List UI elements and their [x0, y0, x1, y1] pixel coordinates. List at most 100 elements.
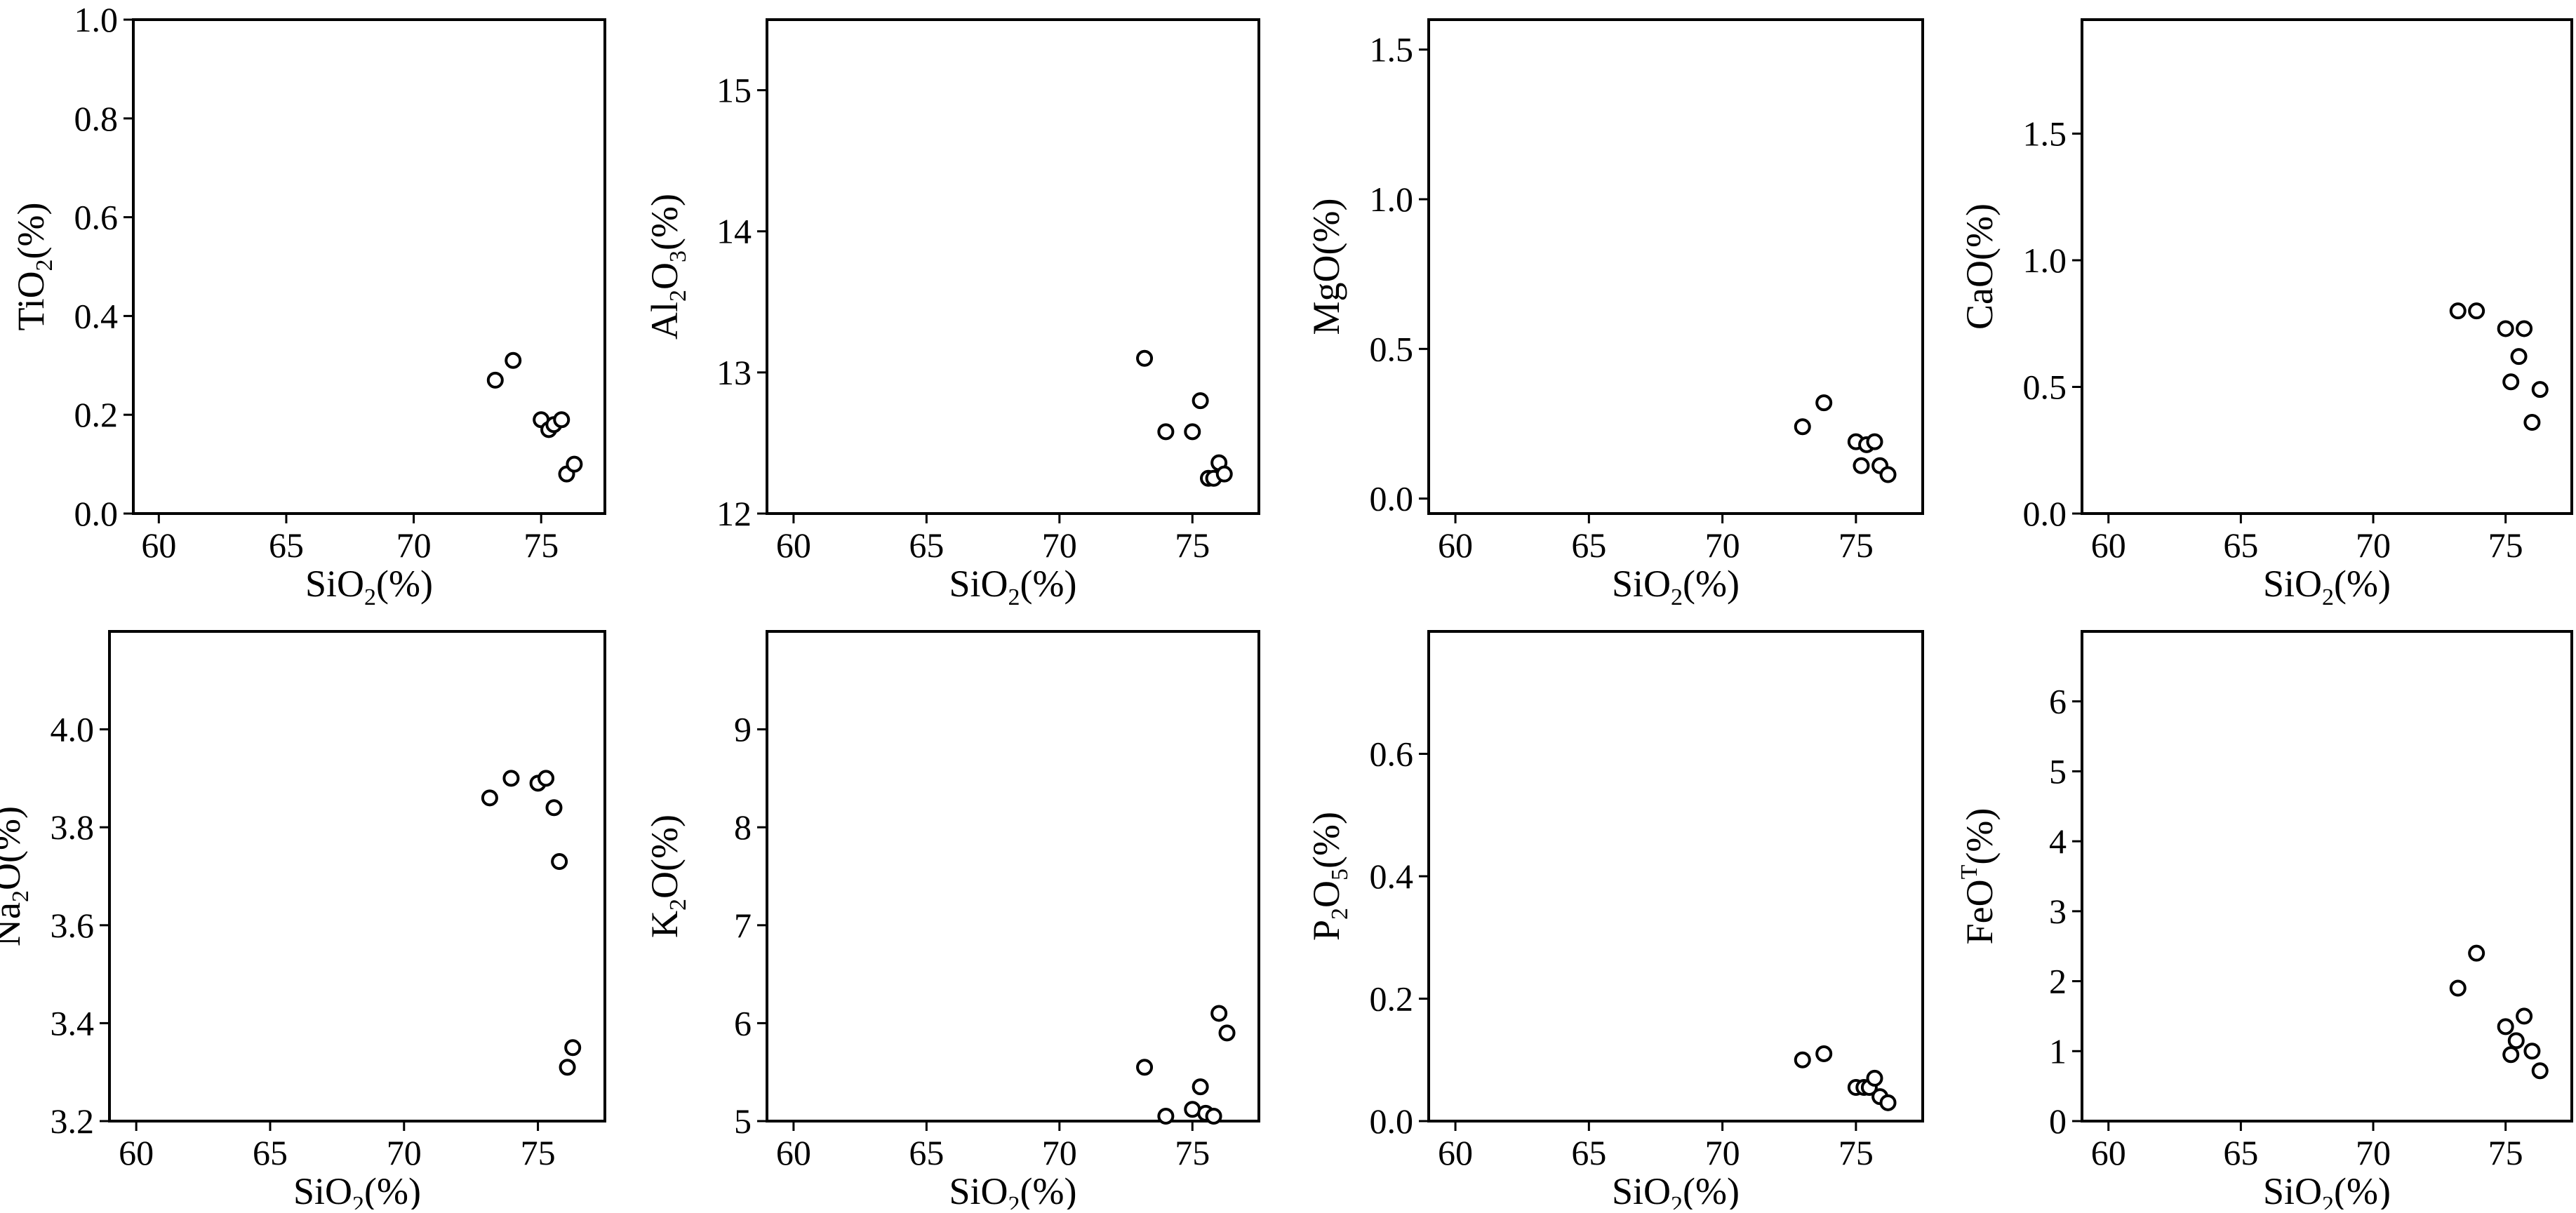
data-point	[2468, 302, 2485, 320]
data-point	[1879, 1094, 1897, 1111]
y-tick-label: 5	[734, 1101, 752, 1141]
plot-frame	[2081, 630, 2573, 1122]
y-tick-label: 1.0	[2023, 241, 2067, 280]
plot-frame	[132, 18, 606, 515]
plot-frame	[2081, 18, 2573, 515]
y-tick-label: 3	[2049, 892, 2067, 931]
y-axis-title-base: MgO	[1305, 255, 1347, 335]
x-axis-title-sub: 2	[1008, 584, 1020, 610]
x-tick-label: 60	[776, 525, 811, 565]
x-tick-label: 70	[387, 1133, 422, 1172]
y-axis-title-base: P	[1305, 920, 1347, 941]
data-point	[2502, 373, 2520, 391]
y-tick-label: 0.5	[2023, 367, 2067, 406]
y-tick-label: 5	[2049, 751, 2067, 791]
y-axis-title-sup: T	[1956, 864, 1982, 879]
y-tick-label: 9	[734, 710, 752, 749]
data-point	[1794, 418, 1811, 436]
data-point	[481, 789, 498, 807]
y-axis-title: K2O(%)	[643, 815, 691, 938]
y-axis-title-base: Na	[0, 902, 28, 946]
y-axis-title-sub: 2	[8, 890, 34, 902]
data-point	[2449, 979, 2467, 997]
data-point	[2531, 381, 2549, 398]
x-tick-label: 65	[2223, 1133, 2258, 1172]
y-axis-title-base2: O	[643, 262, 686, 290]
x-axis-title-sub: 2	[352, 1192, 364, 1209]
y-tick-label: 0.4	[74, 296, 119, 335]
data-point	[538, 770, 555, 787]
y-tick-label: 2	[2049, 962, 2067, 1001]
y-tick-label: 0	[2049, 1101, 2067, 1141]
y-axis-title-base: FeO	[1958, 879, 2001, 944]
data-point	[2516, 1007, 2533, 1025]
y-tick-label: 7	[734, 906, 752, 945]
data-point	[553, 411, 570, 429]
x-axis-title-unit: (%)	[2334, 1170, 2391, 1209]
x-axis-title-sub: 2	[364, 584, 376, 610]
x-axis-title-sub: 2	[1671, 584, 1683, 610]
data-point	[1853, 457, 1870, 474]
plot-frame	[108, 630, 606, 1122]
x-axis-title: SiO2(%)	[293, 1170, 421, 1209]
data-point	[2510, 348, 2528, 366]
data-point	[1815, 394, 1833, 412]
data-point	[486, 371, 504, 389]
x-axis-title-unit: (%)	[376, 563, 433, 605]
x-tick-label: 60	[1438, 1133, 1473, 1172]
y-tick-label: 8	[734, 807, 752, 847]
data-point	[505, 351, 522, 369]
data-point	[1192, 1078, 1209, 1096]
x-axis-title-base: SiO	[2263, 1170, 2322, 1209]
plot-frame	[1427, 18, 1924, 515]
x-axis-title-base: SiO	[1612, 1170, 1671, 1209]
y-tick-label: 1.0	[1370, 180, 1414, 219]
x-axis-title-base: SiO	[949, 1170, 1008, 1209]
y-axis-title: TiO2(%)	[10, 202, 58, 330]
x-tick-label: 70	[1042, 525, 1077, 565]
data-point	[1192, 392, 1209, 410]
x-tick-label: 65	[269, 525, 304, 565]
y-tick-label: 0.5	[1370, 329, 1414, 368]
data-point	[545, 799, 563, 817]
y-tick-label: 0.0	[74, 494, 119, 533]
x-tick-label: 70	[1705, 525, 1740, 565]
y-tick-label: 14	[716, 212, 752, 251]
data-point	[2523, 414, 2541, 431]
data-point	[1218, 1024, 1236, 1042]
y-axis-title-unit: (%)	[10, 202, 52, 259]
data-point	[1879, 466, 1897, 483]
x-axis-title: SiO2(%)	[2263, 563, 2391, 610]
data-point	[1815, 1045, 1833, 1063]
x-tick-label: 75	[523, 525, 559, 565]
x-axis-title-unit: (%)	[2334, 563, 2391, 605]
y-tick-label: 4	[2049, 822, 2067, 861]
y-axis-title-sub: 2	[665, 290, 691, 302]
data-point	[1184, 1101, 1201, 1118]
y-tick-label: 15	[716, 71, 752, 110]
y-tick-label: 0.2	[74, 395, 119, 434]
x-tick-label: 70	[1042, 1133, 1077, 1172]
y-tick-label: 0.0	[2023, 494, 2067, 533]
y-axis-title-base: TiO	[10, 271, 52, 330]
y-tick-label: 4.0	[51, 710, 95, 749]
x-tick-label: 65	[909, 1133, 944, 1172]
y-axis-title-sub2: 3	[665, 250, 691, 262]
data-point	[559, 1059, 576, 1076]
x-tick-label: 65	[1571, 525, 1606, 565]
y-tick-label: 3.8	[51, 807, 95, 847]
x-tick-label: 75	[521, 1133, 556, 1172]
x-axis-title: SiO2(%)	[2263, 1170, 2391, 1209]
y-axis-title-sub: 2	[1327, 908, 1353, 920]
data-point	[1794, 1051, 1811, 1068]
x-tick-label: 65	[253, 1133, 288, 1172]
data-point	[2531, 1062, 2549, 1080]
y-axis-title-unit: (%)	[643, 815, 686, 871]
data-point	[2497, 320, 2514, 337]
x-axis-title-base: SiO	[1612, 563, 1671, 605]
y-tick-label: 1	[2049, 1031, 2067, 1071]
x-tick-label: 70	[2356, 525, 2391, 565]
